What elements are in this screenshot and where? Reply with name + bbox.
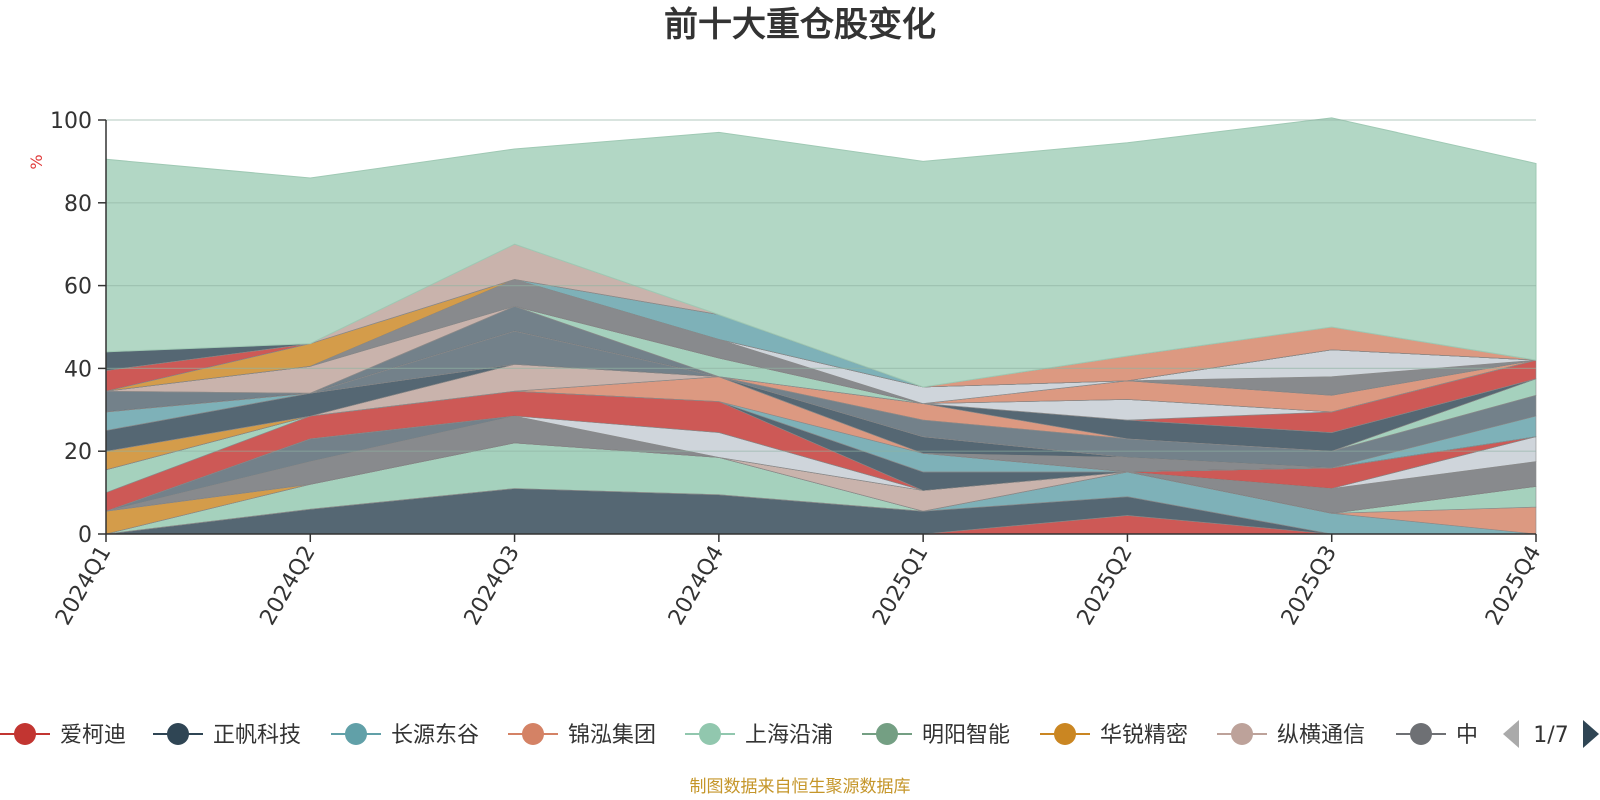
- legend-marker-7: [1054, 723, 1076, 745]
- legend-pager: 1/7: [1503, 720, 1599, 748]
- data-source-note: 制图数据来自恒生聚源数据库: [690, 777, 911, 797]
- legend: 爱柯迪 正帆科技 长源东谷 锦泓集团 上海沿浦 明阳智能 华锐精密 纵横通信 中: [0, 723, 1478, 748]
- legend-marker-6: [876, 723, 898, 745]
- chart-title: 前十大重仓股变化: [664, 5, 936, 45]
- legend-item-2[interactable]: 正帆科技: [153, 723, 301, 748]
- legend-item-9[interactable]: 中: [1396, 723, 1478, 748]
- y-tick-label-40: 40: [64, 357, 92, 382]
- legend-item-1[interactable]: 爱柯迪: [0, 723, 126, 748]
- legend-label-6: 明阳智能: [922, 723, 1010, 748]
- legend-marker-1: [14, 723, 36, 745]
- area-series-42[interactable]: [105, 117, 1537, 388]
- x-tick-label-2: 2024Q2: [255, 542, 320, 630]
- x-tick-labels: 2024Q1 2024Q2 2024Q3 2024Q4 2025Q1 2025Q2 2025…: [51, 542, 1546, 630]
- legend-item-5[interactable]: 上海沿浦: [685, 723, 833, 748]
- legend-item-4[interactable]: 锦泓集团: [508, 723, 656, 748]
- y-tick-label-100: 100: [50, 109, 92, 134]
- legend-item-3[interactable]: 长源东谷: [331, 723, 479, 748]
- x-tick-label-4: 2024Q4: [664, 542, 729, 630]
- y-tick-label-60: 60: [64, 275, 92, 300]
- axes: [98, 119, 1537, 542]
- legend-marker-4: [522, 723, 544, 745]
- legend-marker-3: [345, 723, 367, 745]
- y-tick-label-80: 80: [64, 192, 92, 217]
- x-tick-label-3: 2024Q3: [460, 542, 525, 630]
- area-series-group: [105, 117, 1537, 535]
- legend-item-8[interactable]: 纵横通信: [1217, 723, 1365, 748]
- legend-label-5: 上海沿浦: [745, 723, 833, 748]
- x-tick-label-5: 2025Q1: [868, 542, 933, 630]
- y-tick-label-0: 0: [78, 523, 92, 548]
- legend-label-3: 长源东谷: [391, 723, 479, 748]
- legend-items: 爱柯迪 正帆科技 长源东谷 锦泓集团 上海沿浦 明阳智能 华锐精密 纵横通信 中: [0, 723, 1478, 748]
- legend-marker-8: [1231, 723, 1253, 745]
- legend-item-6[interactable]: 明阳智能: [862, 723, 1010, 748]
- gridlines: [106, 119, 1536, 452]
- legend-label-7: 华锐精密: [1100, 723, 1188, 748]
- legend-next-page-icon[interactable]: [1583, 720, 1599, 748]
- legend-label-1: 爱柯迪: [60, 723, 126, 748]
- legend-page-indicator: 1/7: [1533, 723, 1568, 748]
- legend-marker-5: [699, 723, 721, 745]
- legend-label-4: 锦泓集团: [568, 723, 656, 748]
- legend-label-9: 中: [1456, 723, 1478, 748]
- legend-item-7[interactable]: 华锐精密: [1040, 723, 1188, 748]
- y-tick-labels: 0 20 40 60 80 100: [50, 109, 92, 548]
- y-axis-label: %: [27, 154, 46, 169]
- legend-prev-page-icon[interactable]: [1503, 720, 1519, 748]
- legend-marker-9: [1410, 723, 1432, 745]
- x-tick-label-8: 2025Q4: [1481, 542, 1546, 630]
- legend-marker-2: [167, 723, 189, 745]
- y-tick-label-20: 20: [64, 440, 92, 465]
- x-tick-label-7: 2025Q3: [1277, 542, 1342, 630]
- x-tick-label-6: 2025Q2: [1073, 542, 1138, 630]
- legend-label-8: 纵横通信: [1277, 723, 1365, 748]
- legend-label-2: 正帆科技: [213, 723, 301, 748]
- x-tick-label-1: 2024Q1: [51, 542, 116, 630]
